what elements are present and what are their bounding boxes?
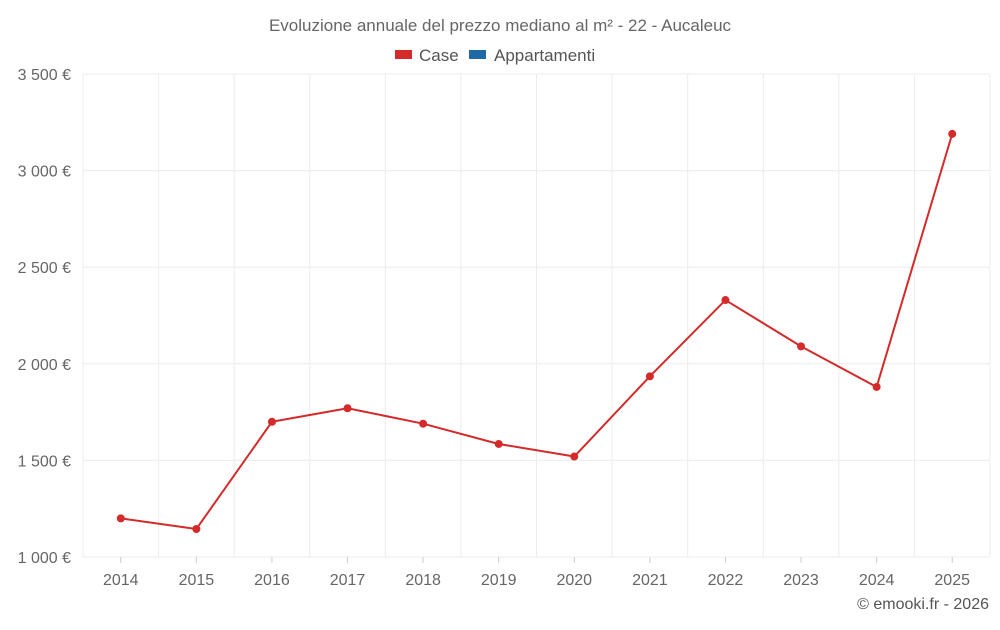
x-tick-label: 2023 xyxy=(783,572,819,589)
data-point[interactable] xyxy=(872,382,881,391)
legend-swatch-appartamenti[interactable] xyxy=(469,50,486,59)
data-point[interactable] xyxy=(192,524,201,533)
data-point[interactable] xyxy=(645,372,654,381)
data-point[interactable] xyxy=(343,404,352,413)
x-tick-label: 2022 xyxy=(708,572,744,589)
y-tick-label: 1 000 € xyxy=(18,550,71,567)
legend-label-appartamenti[interactable]: Appartamenti xyxy=(494,46,595,65)
chart-title: Evoluzione annuale del prezzo mediano al… xyxy=(269,16,732,35)
data-point[interactable] xyxy=(797,342,806,351)
y-tick-label: 3 000 € xyxy=(18,164,71,181)
data-point[interactable] xyxy=(570,452,579,461)
x-tick-label: 2019 xyxy=(481,572,517,589)
x-tick-label: 2025 xyxy=(934,572,970,589)
legend-swatch-case[interactable] xyxy=(395,50,412,59)
series-line-case xyxy=(120,133,954,530)
y-tick-label: 2 000 € xyxy=(18,357,71,374)
legend: Case Appartamenti xyxy=(395,46,595,65)
data-point[interactable] xyxy=(116,514,125,523)
data-point[interactable] xyxy=(419,419,428,428)
data-point[interactable] xyxy=(948,129,957,138)
x-axis-tick-labels: 2014 2015 2016 2017 2018 2019 2020 2021 2022 2023… xyxy=(103,557,970,589)
x-tick-label: 2020 xyxy=(556,572,592,589)
x-tick-label: 2024 xyxy=(859,572,895,589)
y-tick-label: 1 500 € xyxy=(18,453,71,470)
x-tick-label: 2017 xyxy=(330,572,366,589)
series-layer xyxy=(116,129,957,533)
x-tick-label: 2016 xyxy=(254,572,290,589)
y-tick-label: 2 500 € xyxy=(18,260,71,277)
x-tick-label: 2014 xyxy=(103,572,139,589)
x-tick-label: 2021 xyxy=(632,572,668,589)
data-point[interactable] xyxy=(721,296,730,305)
x-gridlines xyxy=(82,74,991,557)
y-tick-label: 3 500 € xyxy=(18,67,71,84)
x-tick-label: 2018 xyxy=(405,572,441,589)
y-axis-tick-labels: 1 000 € 1 500 € 2 000 € 2 500 € 3 000 € 3 500… xyxy=(18,67,71,567)
legend-label-case[interactable]: Case xyxy=(419,46,459,65)
data-point[interactable] xyxy=(267,417,276,426)
x-tick-label: 2015 xyxy=(179,572,215,589)
data-point[interactable] xyxy=(494,439,503,448)
credit-text: © emooki.fr - 2026 xyxy=(857,596,989,613)
